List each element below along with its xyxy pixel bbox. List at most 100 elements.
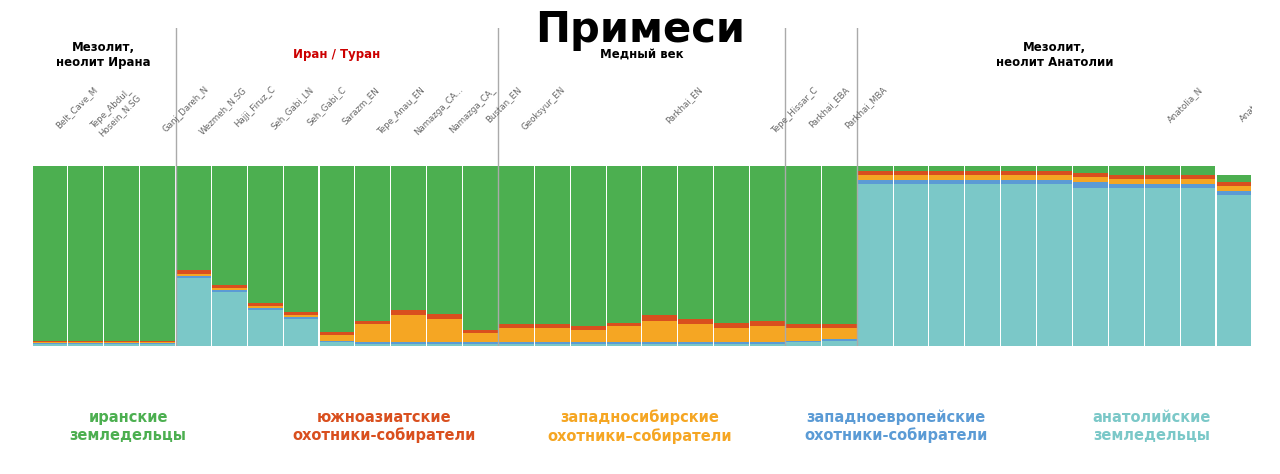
- Bar: [141, 341, 175, 342]
- Bar: [428, 344, 462, 346]
- Text: Bustan_EN: Bustan_EN: [484, 85, 524, 124]
- Text: Мезолит,
неолит Анатолии: Мезолит, неолит Анатолии: [996, 40, 1114, 69]
- Bar: [392, 166, 426, 310]
- Bar: [965, 175, 1000, 180]
- Bar: [320, 342, 355, 346]
- Bar: [141, 343, 175, 344]
- Text: анатолийские
земледельцы: анатолийские земледельцы: [1093, 410, 1211, 443]
- Text: Seh_Gabi_LN: Seh_Gabi_LN: [269, 85, 315, 131]
- Bar: [32, 344, 68, 346]
- Text: Namazga_CA...: Namazga_CA...: [412, 85, 465, 137]
- Bar: [571, 342, 605, 344]
- Bar: [392, 315, 426, 342]
- Bar: [1001, 171, 1036, 175]
- Text: Parkhai_EBA: Parkhai_EBA: [806, 85, 851, 129]
- Bar: [68, 342, 104, 343]
- Bar: [750, 342, 785, 344]
- Bar: [678, 344, 713, 346]
- Bar: [893, 184, 928, 346]
- Bar: [1108, 175, 1143, 179]
- Bar: [822, 166, 856, 324]
- Bar: [1001, 180, 1036, 184]
- Bar: [714, 323, 749, 328]
- Bar: [428, 166, 462, 314]
- Bar: [284, 315, 319, 317]
- Bar: [929, 175, 964, 180]
- Bar: [356, 321, 390, 324]
- Bar: [1216, 195, 1252, 346]
- Bar: [248, 166, 283, 303]
- Bar: [1180, 175, 1216, 179]
- Bar: [284, 166, 319, 312]
- Bar: [607, 344, 641, 346]
- Bar: [786, 166, 820, 324]
- Bar: [1144, 188, 1180, 346]
- Bar: [1216, 191, 1252, 195]
- Bar: [392, 310, 426, 315]
- Bar: [428, 314, 462, 319]
- Bar: [571, 344, 605, 346]
- Bar: [1108, 188, 1143, 346]
- Bar: [68, 343, 104, 344]
- Bar: [893, 166, 928, 171]
- Bar: [212, 166, 247, 285]
- Bar: [786, 324, 820, 328]
- Text: Parkhai_MBA: Parkhai_MBA: [842, 85, 888, 130]
- Bar: [68, 341, 104, 342]
- Bar: [643, 166, 677, 315]
- Text: Ganj_Dareh_N: Ganj_Dareh_N: [161, 85, 211, 135]
- Bar: [643, 321, 677, 342]
- Bar: [212, 288, 247, 290]
- Bar: [929, 171, 964, 175]
- Bar: [822, 341, 856, 346]
- Text: Parkhai_EN: Parkhai_EN: [663, 85, 704, 125]
- Bar: [535, 328, 570, 342]
- Bar: [535, 342, 570, 344]
- Bar: [1001, 166, 1036, 171]
- Bar: [929, 184, 964, 346]
- Bar: [1108, 166, 1143, 175]
- Bar: [1144, 166, 1180, 175]
- Bar: [1180, 179, 1216, 184]
- Bar: [607, 342, 641, 344]
- Bar: [177, 166, 211, 270]
- Bar: [463, 166, 498, 330]
- Text: Wezmeh_N.SG: Wezmeh_N.SG: [197, 85, 248, 136]
- Bar: [1073, 166, 1107, 173]
- Text: Медный век: Медный век: [600, 48, 684, 61]
- Bar: [177, 276, 211, 278]
- Bar: [284, 319, 319, 346]
- Bar: [822, 339, 856, 341]
- Text: Tepe_Hissar_C: Tepe_Hissar_C: [771, 85, 820, 135]
- Bar: [750, 344, 785, 346]
- Bar: [893, 175, 928, 180]
- Text: Мезолит,
неолит Ирана: Мезолит, неолит Ирана: [56, 40, 151, 69]
- Bar: [714, 342, 749, 344]
- Bar: [1180, 188, 1216, 346]
- Bar: [643, 344, 677, 346]
- Bar: [32, 342, 68, 343]
- Bar: [786, 328, 820, 341]
- Bar: [965, 184, 1000, 346]
- Bar: [32, 166, 68, 341]
- Bar: [499, 342, 534, 344]
- Bar: [68, 166, 104, 341]
- Bar: [535, 344, 570, 346]
- Bar: [786, 342, 820, 346]
- Bar: [535, 166, 570, 324]
- Bar: [965, 180, 1000, 184]
- Bar: [248, 308, 283, 310]
- Bar: [463, 344, 498, 346]
- Bar: [284, 312, 319, 315]
- Bar: [1037, 184, 1071, 346]
- Text: Anatolia_C: Anatolia_C: [1238, 85, 1276, 123]
- Bar: [320, 166, 355, 332]
- Bar: [643, 342, 677, 344]
- Text: Namazga_CA_: Namazga_CA_: [448, 85, 498, 135]
- Bar: [571, 166, 605, 326]
- Bar: [141, 344, 175, 346]
- Bar: [750, 326, 785, 342]
- Bar: [392, 344, 426, 346]
- Bar: [858, 171, 892, 175]
- Bar: [284, 317, 319, 319]
